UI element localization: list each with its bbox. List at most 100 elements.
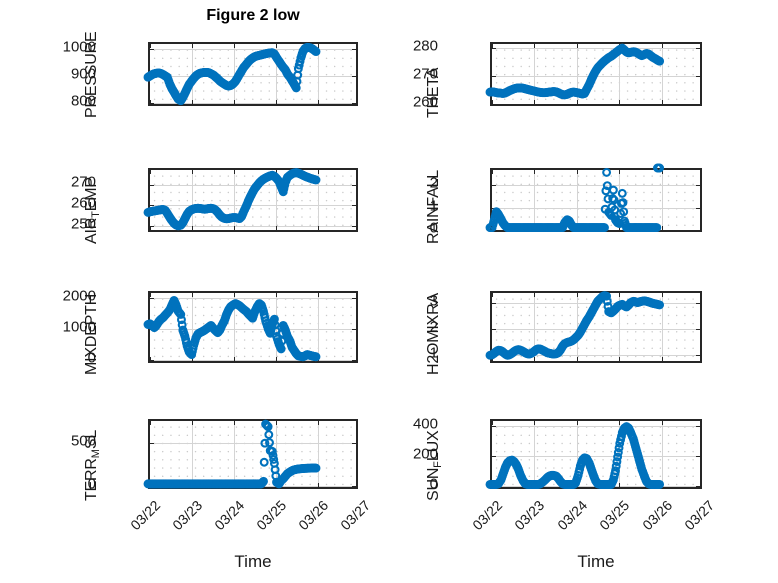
hgridline xyxy=(150,360,356,361)
hgridline xyxy=(150,443,356,445)
y-tick xyxy=(492,76,496,77)
x-tick xyxy=(619,421,621,425)
vgridline xyxy=(234,293,235,361)
vgridline xyxy=(534,44,536,104)
y-tick xyxy=(696,486,700,487)
y-tick-label: 2 xyxy=(429,174,438,192)
data-point xyxy=(655,479,665,489)
data-point xyxy=(602,167,612,177)
data-layer-theta xyxy=(485,42,702,106)
y-tick xyxy=(696,103,700,104)
data-point xyxy=(608,194,618,203)
hgridline xyxy=(492,456,700,457)
data-point xyxy=(612,457,622,467)
y-tick xyxy=(696,207,700,209)
x-tick xyxy=(318,170,319,174)
y-tick xyxy=(696,425,700,427)
x-tick xyxy=(234,357,235,361)
plot-box-terr-msl xyxy=(148,419,358,489)
scatter-series-theta xyxy=(485,43,665,100)
subplot-rainfall[interactable] xyxy=(485,163,702,233)
data-point xyxy=(311,352,321,362)
vgridline xyxy=(619,293,621,361)
xaxis-title-left: Time xyxy=(234,552,272,571)
x-tick xyxy=(492,44,493,48)
yaxis-title-sun-flux: SUNFLUX xyxy=(425,430,444,501)
y-tick xyxy=(352,76,356,77)
x-tick xyxy=(661,421,663,425)
vgridline xyxy=(619,44,621,104)
vgridline xyxy=(192,421,193,487)
hgridline xyxy=(492,207,700,209)
y-tick-label: 0 xyxy=(87,475,96,493)
vgridline xyxy=(661,44,663,104)
data-layer-sun-flux xyxy=(485,419,702,489)
x-tick xyxy=(150,226,151,230)
subplot-h2omixra[interactable] xyxy=(485,291,702,363)
x-tick xyxy=(661,170,663,174)
y-tick xyxy=(352,184,356,186)
vgridline xyxy=(661,421,663,487)
vgridline xyxy=(534,170,536,230)
y-tick-label: 500 xyxy=(70,432,96,450)
vgridline xyxy=(234,421,235,487)
y-tick-label: 0 xyxy=(87,349,96,367)
x-tick xyxy=(534,170,536,174)
x-tick xyxy=(619,170,621,174)
hgridline xyxy=(492,329,700,330)
x-tick xyxy=(619,357,621,361)
x-tick xyxy=(661,44,663,48)
subplot-sun-flux[interactable] xyxy=(485,419,702,489)
subplot-air-temp[interactable] xyxy=(143,168,358,232)
x-tick xyxy=(318,483,319,487)
hgridline xyxy=(150,76,356,77)
data-layer-pressure xyxy=(143,42,358,106)
y-tick xyxy=(150,297,154,299)
y-tick-label: 400 xyxy=(412,415,438,433)
y-tick xyxy=(492,329,496,330)
y-tick-label: 1 xyxy=(429,197,438,215)
x-tick xyxy=(234,170,235,174)
subplot-pressure[interactable] xyxy=(143,42,358,106)
data-point xyxy=(608,185,618,195)
hgridline xyxy=(492,354,700,356)
y-tick-label: 0 xyxy=(429,219,438,237)
data-point xyxy=(264,430,274,440)
x-tick xyxy=(318,226,319,230)
x-tick xyxy=(150,357,151,361)
data-layer-air-temp xyxy=(143,168,358,232)
x-tick-label: 03/23 xyxy=(511,497,548,534)
data-point xyxy=(311,47,321,57)
y-tick xyxy=(352,329,356,330)
x-tick xyxy=(661,357,663,361)
hgridline xyxy=(150,49,356,51)
x-tick-label: 03/24 xyxy=(554,497,591,534)
y-tick-label: 800 xyxy=(70,92,96,110)
x-tick xyxy=(661,293,663,297)
x-tick xyxy=(276,170,277,174)
y-tick xyxy=(352,102,356,104)
subplot-theta[interactable] xyxy=(485,42,702,106)
data-point xyxy=(600,223,609,233)
data-point xyxy=(618,198,628,208)
xaxis-title-right: Time xyxy=(577,552,615,571)
data-point xyxy=(260,438,270,448)
data-point xyxy=(613,452,623,462)
yaxis-title-h2omixra: H2OMIXRA xyxy=(425,293,442,375)
subplot-terr-msl[interactable] xyxy=(143,419,358,489)
vgridline xyxy=(276,44,277,104)
vgridline xyxy=(192,170,193,230)
hgridline xyxy=(492,103,700,104)
yaxis-title-rainfall: RAINFALL xyxy=(425,170,442,244)
data-point xyxy=(619,207,629,217)
y-tick xyxy=(492,185,496,187)
subplot-mixdepth[interactable] xyxy=(143,291,358,363)
x-tick-label: 03/26 xyxy=(638,497,675,534)
x-tick xyxy=(276,100,277,104)
y-tick xyxy=(696,303,700,305)
vgridline xyxy=(276,170,277,230)
minor-grid-terr-msl xyxy=(150,421,356,487)
minor-grid-rainfall xyxy=(492,170,700,230)
x-tick xyxy=(150,293,151,297)
